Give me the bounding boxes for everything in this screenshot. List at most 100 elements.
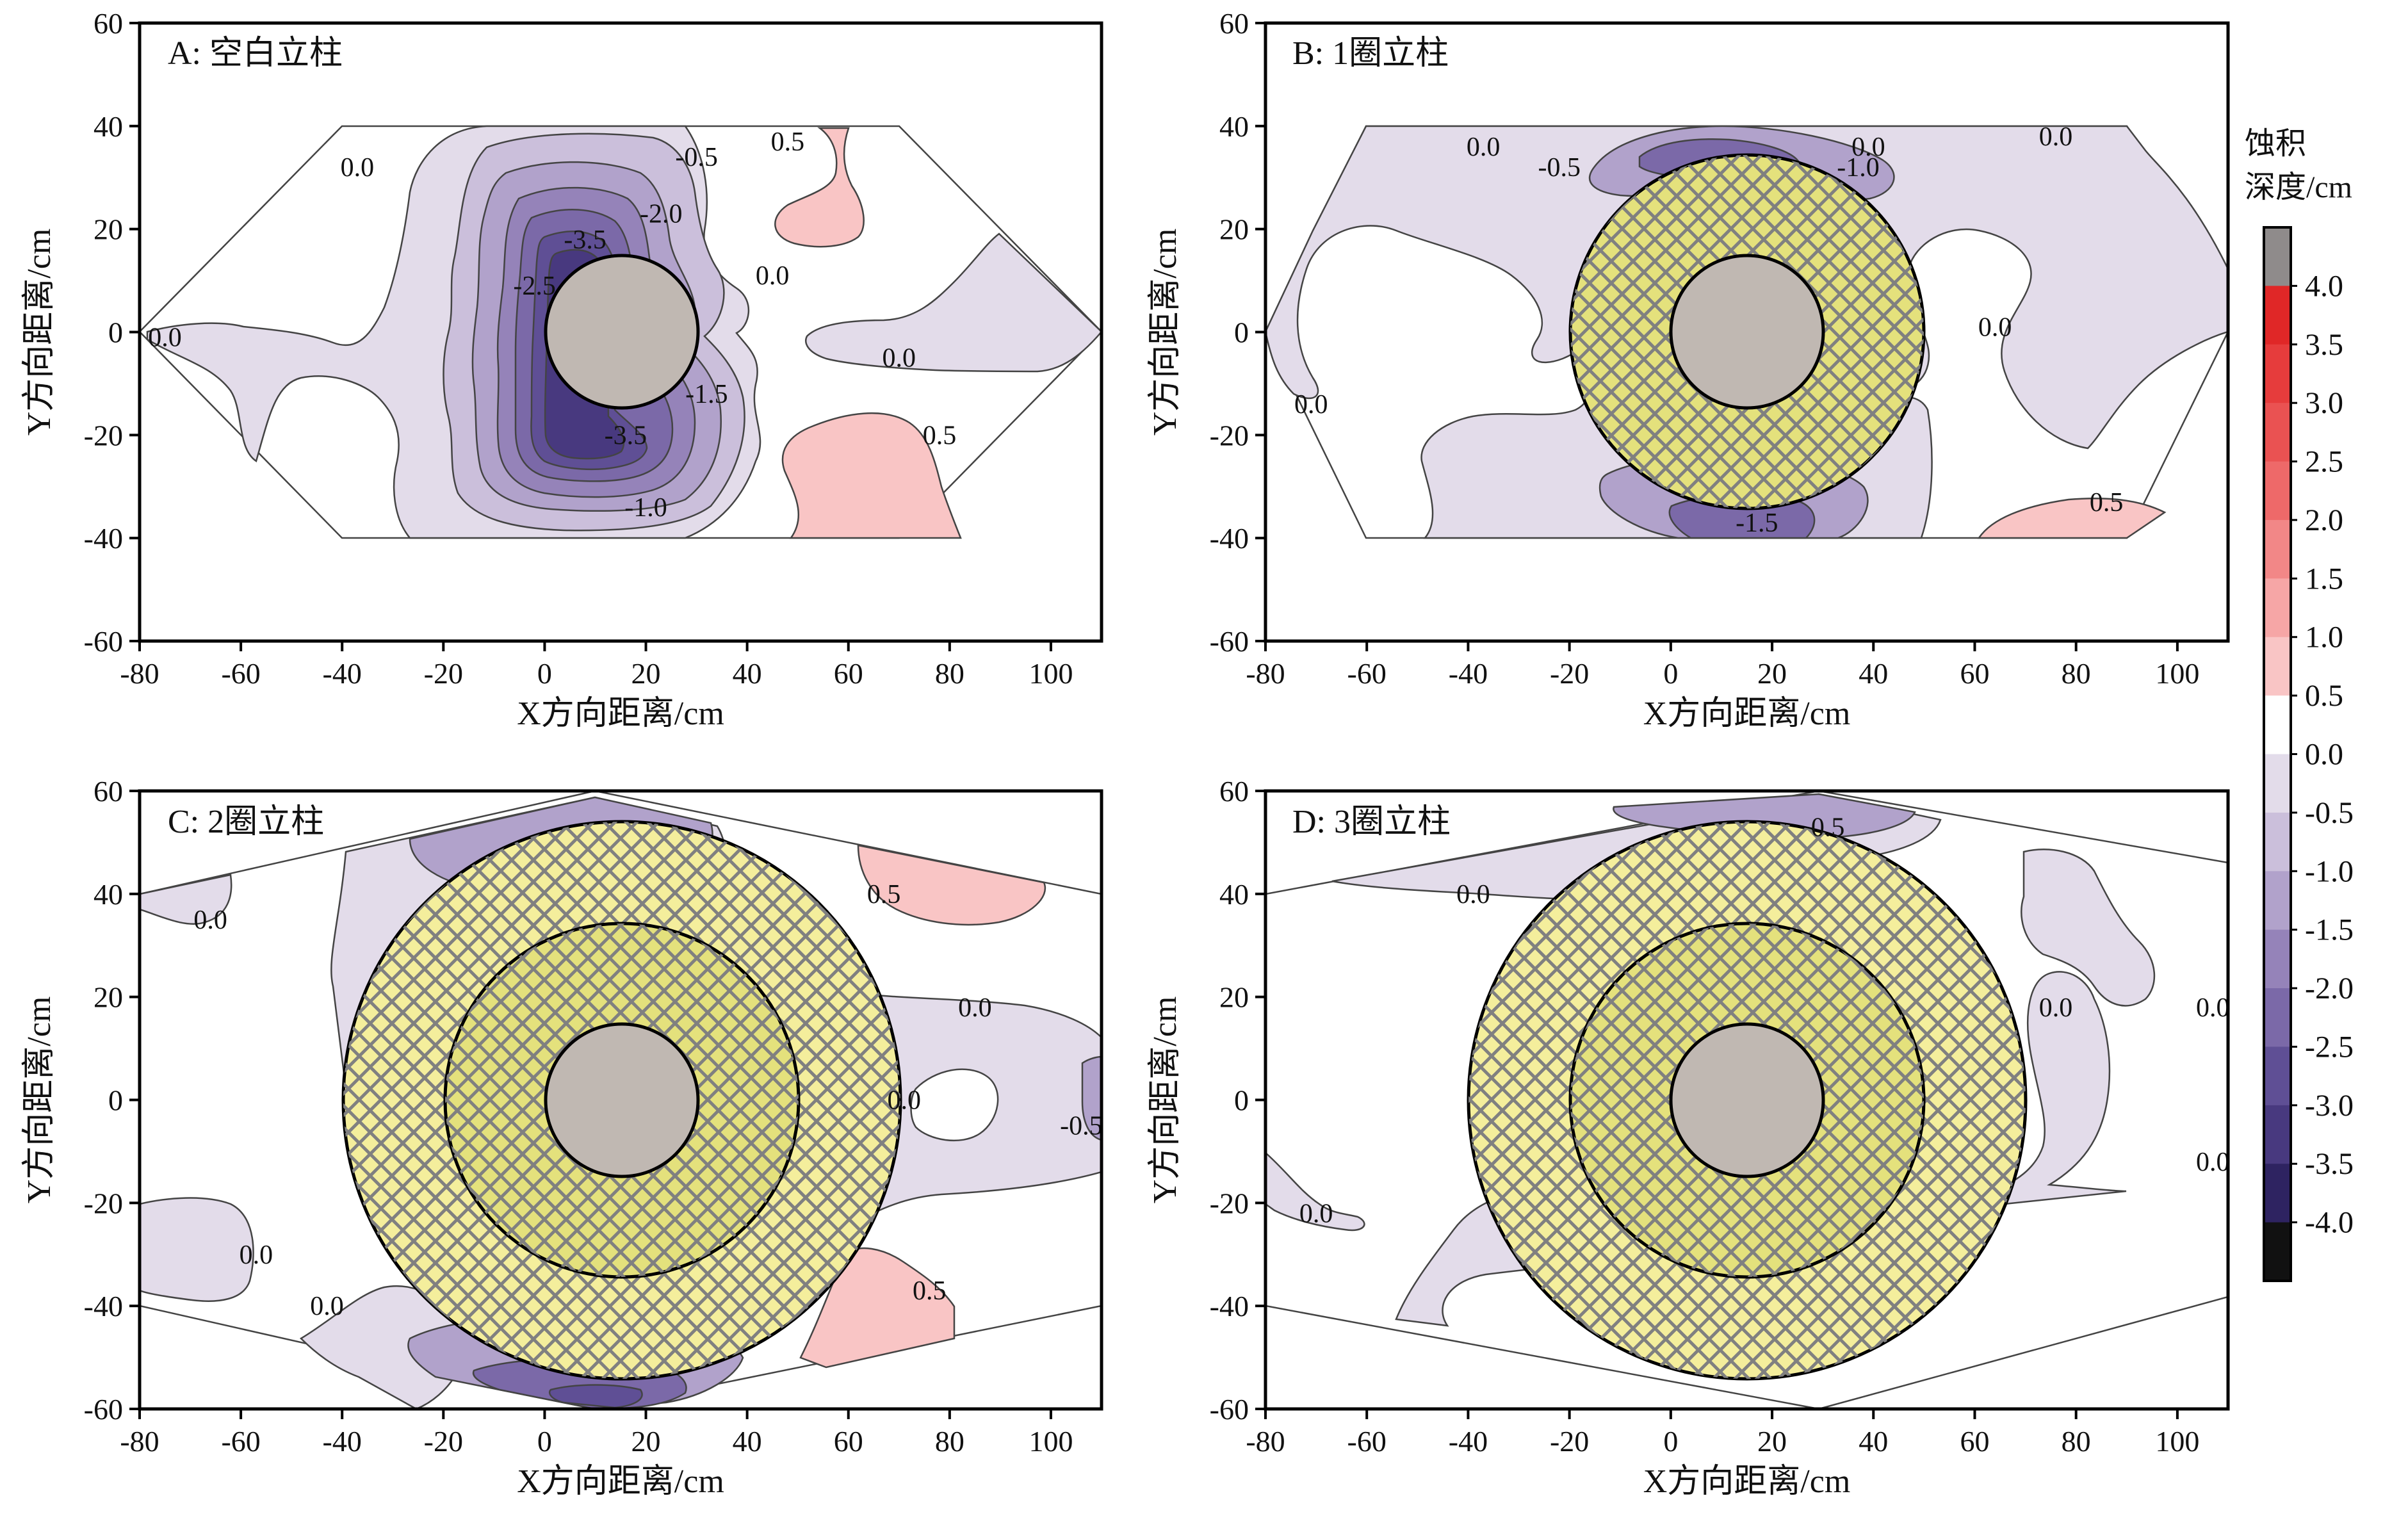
contour-label: 0.0 [887, 1086, 921, 1116]
colorbar-swatch [2264, 754, 2291, 813]
x-tick-label: 100 [2155, 1425, 2199, 1458]
y-tick-label: -60 [84, 1393, 123, 1426]
colorbar-swatch [2264, 1164, 2291, 1223]
y-tick-label: -60 [1210, 625, 1249, 658]
x-tick-label: -80 [1246, 1425, 1285, 1458]
colorbar-label: 2.0 [2305, 503, 2343, 537]
y-tick-label: 20 [1219, 981, 1249, 1014]
x-axis-label: X方向距离/cm [517, 695, 724, 732]
y-tick-label: 0 [1234, 1084, 1249, 1117]
contour-label: -0.5 [675, 143, 718, 172]
y-tick-label: 40 [1219, 110, 1249, 143]
x-tick-label: 60 [1960, 1425, 1989, 1458]
colorbar-label: 1.5 [2305, 562, 2343, 596]
y-axis-label: Y方向距离/cm [21, 229, 58, 436]
contour-label: -1.5 [1736, 508, 1778, 538]
panel-b: 0.0-0.5 -1.00.0 0.00.00.0-1.50.5 B: 1圈立柱 -… [1147, 7, 2230, 732]
x-tick-label: 100 [1029, 1425, 1073, 1458]
x-tick-label: 0 [537, 1425, 552, 1458]
contour-label: -3.5 [564, 225, 606, 255]
panel-c-darkest-bottom [548, 1384, 643, 1409]
x-tick-label: -40 [1449, 1425, 1488, 1458]
contour-label: -3.5 [605, 421, 647, 450]
panel-c-deposit-top [857, 844, 1046, 926]
panel-b-contour-labels: 0.0-0.5 -1.00.0 0.00.00.0-1.50.5 [1294, 122, 2123, 538]
y-tick-label: 40 [1219, 878, 1249, 911]
contour-label: 0.0 [1978, 313, 2012, 342]
panel-a-deposit-top [774, 127, 865, 248]
contour-label: 0.5 [913, 1276, 947, 1306]
x-tick-label: -60 [221, 657, 260, 690]
x-axis-label: X方向距离/cm [517, 1463, 724, 1500]
x-tick-label: -40 [323, 1425, 362, 1458]
x-tick-label: -40 [323, 657, 362, 690]
x-tick-label: 100 [1029, 657, 1073, 690]
panel-c: 0.00.50.00.0-0.50.00.00.5 C: 2圈立柱 -80 -60… [21, 775, 1103, 1500]
panel-c-axes: -80 -60 -40 -20 0 20 40 60 80 1006040200-20-40-60… [21, 775, 1073, 1500]
y-tick-label: 40 [94, 878, 123, 911]
panel-b-axes: -80 -60 -40 -20 0 20 40 60 80 1006040200-20-40-60… [1147, 7, 2199, 732]
panel-c-hole [910, 1068, 999, 1142]
contour-label: 0.0 [341, 153, 375, 183]
contour-label: 0.0 [1467, 133, 1501, 162]
x-axis-label: X方向距离/cm [1643, 1463, 1851, 1500]
contour-label: 0.0 [2039, 122, 2073, 152]
y-tick-label: 0 [1234, 316, 1249, 349]
colorbar-swatch [2264, 578, 2291, 638]
colorbar-labels: 4.0 3.5 3.0 2.5 2.0 1.5 1.0 0.5 0.0 -0.5 -1.0 -1.5 -… [2291, 269, 2354, 1240]
colorbar-swatch [2264, 1105, 2291, 1164]
colorbar-swatch [2264, 519, 2291, 579]
panel-a-axes: -80 -60 -40 -20 0 20 40 60 80 1006040200-20-40-60… [21, 7, 1073, 732]
x-tick-label: -60 [1347, 657, 1387, 690]
x-tick-label: -80 [120, 1425, 159, 1458]
x-tick-label: 80 [935, 657, 964, 690]
x-axis-label: X方向距离/cm [1643, 695, 1851, 732]
contour-label: 0.0 [310, 1292, 344, 1321]
colorbar-label: 2.5 [2305, 445, 2343, 479]
colorbar-label: -1.5 [2305, 913, 2354, 947]
x-tick-label: -60 [1347, 1425, 1387, 1458]
colorbar-label: 3.5 [2305, 328, 2343, 362]
contour-label: 0.5 [771, 127, 805, 157]
y-tick-label: -40 [1210, 1290, 1249, 1322]
colorbar-swatch [2264, 695, 2291, 754]
colorbar-label: 0.0 [2305, 738, 2343, 772]
y-axis-label: Y方向距离/cm [1147, 996, 1184, 1204]
colorbar-swatch [2264, 929, 2291, 989]
colorbar-swatch [2264, 227, 2291, 286]
x-tick-label: 80 [2062, 657, 2091, 690]
y-tick-label: -20 [84, 419, 123, 451]
contour-label: 0.5 [867, 880, 901, 909]
contour-label: 0.5 [1811, 813, 1845, 842]
colorbar-title-line1: 蚀积 [2245, 127, 2306, 161]
colorbar-swatch [2264, 871, 2291, 931]
x-tick-label: 20 [631, 1425, 661, 1458]
colorbar: 蚀积 深度/cm 4.0 3.5 3.0 2.5 2.0 1.5 1.0 0.5 0.0 -0.5… [2245, 127, 2354, 1282]
y-tick-label: 0 [108, 1084, 123, 1117]
x-tick-label: 0 [537, 657, 552, 690]
contour-label: 0.0 [756, 261, 790, 291]
contour-label: -0.5 [1538, 153, 1581, 183]
contour-label: 0.0 [2196, 1148, 2230, 1177]
y-tick-label: -40 [84, 522, 123, 555]
contour-label: 0.0 [1294, 390, 1328, 419]
contour-label: -0.5 [1060, 1112, 1103, 1141]
x-tick-label: -20 [424, 1425, 463, 1458]
panel-a-contour-labels: 0.0 0.0 -0.5 0.5 -2.0 -3.5 -2.5 0.0 0.0 -1.5 -3.5 0… [148, 127, 956, 523]
colorbar-label: -4.0 [2305, 1206, 2354, 1240]
colorbar-label: -3.5 [2305, 1147, 2354, 1181]
y-tick-label: 20 [1219, 213, 1249, 246]
contour-label: -2.0 [640, 200, 683, 229]
x-tick-label: -40 [1449, 657, 1488, 690]
contour-label: -1.0 [624, 493, 667, 523]
y-tick-label: 60 [94, 775, 123, 808]
colorbar-label: 1.0 [2305, 621, 2343, 655]
panel-b-pillar [1669, 254, 1825, 410]
panel-a-pillar [544, 254, 700, 410]
y-tick-label: -60 [84, 625, 123, 658]
x-tick-label: 80 [935, 1425, 964, 1458]
colorbar-label: -2.5 [2305, 1030, 2354, 1064]
y-axis-label: Y方向距离/cm [21, 996, 58, 1204]
y-tick-label: -20 [1210, 419, 1249, 451]
x-tick-label: 20 [1757, 657, 1787, 690]
